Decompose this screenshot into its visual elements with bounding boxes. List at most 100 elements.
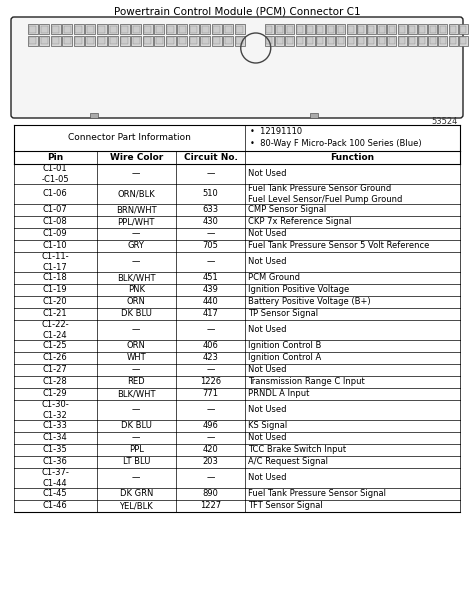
Bar <box>338 25 344 33</box>
Text: •  12191110: • 12191110 <box>250 127 302 136</box>
Bar <box>131 36 142 45</box>
Text: BLK/WHT: BLK/WHT <box>117 390 155 399</box>
Bar <box>428 36 437 45</box>
Text: —: — <box>206 230 215 239</box>
Bar <box>121 37 128 44</box>
Bar <box>51 24 61 34</box>
Text: —: — <box>206 473 215 482</box>
Bar <box>212 24 222 34</box>
Bar <box>285 36 294 45</box>
Text: BLK/WHT: BLK/WHT <box>117 274 155 282</box>
Text: DK BLU: DK BLU <box>121 421 152 431</box>
Bar <box>348 37 354 44</box>
Bar <box>120 24 130 34</box>
Text: WHT: WHT <box>127 353 146 362</box>
Text: Battery Positive Voltage (B+): Battery Positive Voltage (B+) <box>248 297 371 306</box>
Text: C1-10: C1-10 <box>43 241 68 250</box>
Text: Fuel Tank Pressure Sensor Signal: Fuel Tank Pressure Sensor Signal <box>248 490 386 499</box>
Bar <box>87 25 94 33</box>
Bar <box>237 37 244 44</box>
Text: Function: Function <box>330 153 374 162</box>
Bar <box>97 24 107 34</box>
Text: 430: 430 <box>202 218 219 227</box>
Bar <box>377 36 386 45</box>
Bar <box>307 37 313 44</box>
Bar <box>265 36 274 45</box>
Bar <box>450 37 456 44</box>
Bar <box>85 36 95 45</box>
Text: C1-35: C1-35 <box>43 446 68 455</box>
Text: TCC Brake Switch Input: TCC Brake Switch Input <box>248 446 346 455</box>
Text: C1-26: C1-26 <box>43 353 68 362</box>
Text: 406: 406 <box>202 341 219 350</box>
Bar <box>51 36 61 45</box>
FancyBboxPatch shape <box>11 17 463 118</box>
Bar <box>430 25 436 33</box>
Bar <box>63 24 73 34</box>
Bar <box>202 25 209 33</box>
Bar <box>109 24 118 34</box>
Bar <box>275 24 284 34</box>
Text: —: — <box>132 473 140 482</box>
Bar <box>145 25 152 33</box>
Bar <box>408 36 417 45</box>
Text: 1226: 1226 <box>200 377 221 387</box>
Bar <box>387 24 396 34</box>
Bar <box>179 37 186 44</box>
Text: CMP Sensor Signal: CMP Sensor Signal <box>248 206 326 215</box>
Text: 705: 705 <box>202 241 219 250</box>
Bar <box>191 37 198 44</box>
Bar <box>143 24 153 34</box>
Bar <box>63 36 73 45</box>
Text: —: — <box>132 326 140 335</box>
Bar <box>64 25 71 33</box>
Bar <box>410 37 415 44</box>
Bar <box>287 25 293 33</box>
Text: Not Used: Not Used <box>248 365 286 374</box>
Text: 440: 440 <box>202 297 219 306</box>
Text: —: — <box>206 434 215 443</box>
Bar <box>167 25 174 33</box>
Bar <box>438 36 447 45</box>
Text: C1-30-
C1-32: C1-30- C1-32 <box>41 400 69 420</box>
Bar <box>410 25 415 33</box>
Bar <box>368 37 374 44</box>
Bar <box>156 25 163 33</box>
Text: —: — <box>206 326 215 335</box>
Text: Not Used: Not Used <box>248 405 286 414</box>
Bar <box>285 24 294 34</box>
Bar <box>357 36 366 45</box>
Bar <box>201 24 210 34</box>
Text: C1-22-
C1-24: C1-22- C1-24 <box>41 320 69 339</box>
Text: Transmission Range C Input: Transmission Range C Input <box>248 377 365 387</box>
Text: ORN: ORN <box>127 297 146 306</box>
Bar <box>440 37 446 44</box>
Bar <box>235 24 245 34</box>
Bar <box>460 25 466 33</box>
Text: —: — <box>132 230 140 239</box>
Bar <box>440 25 446 33</box>
Text: Pin: Pin <box>47 153 64 162</box>
Bar <box>348 25 354 33</box>
Bar <box>389 25 395 33</box>
Text: PPL: PPL <box>129 446 144 455</box>
Bar <box>459 36 468 45</box>
Text: A/C Request Signal: A/C Request Signal <box>248 458 328 467</box>
Bar <box>277 25 283 33</box>
Bar <box>110 25 117 33</box>
Bar <box>41 25 48 33</box>
Text: C1-46: C1-46 <box>43 502 68 511</box>
Bar <box>191 25 198 33</box>
Bar <box>277 37 283 44</box>
Bar <box>110 37 117 44</box>
Text: DK GRN: DK GRN <box>119 490 153 499</box>
Text: Powertrain Control Module (PCM) Connector C1: Powertrain Control Module (PCM) Connecto… <box>114 6 360 16</box>
Bar <box>133 37 140 44</box>
Bar <box>377 24 386 34</box>
Text: C1-27: C1-27 <box>43 365 68 374</box>
Bar <box>41 37 48 44</box>
Bar <box>143 36 153 45</box>
Text: —: — <box>132 169 140 178</box>
Bar <box>346 36 356 45</box>
Bar <box>265 24 274 34</box>
